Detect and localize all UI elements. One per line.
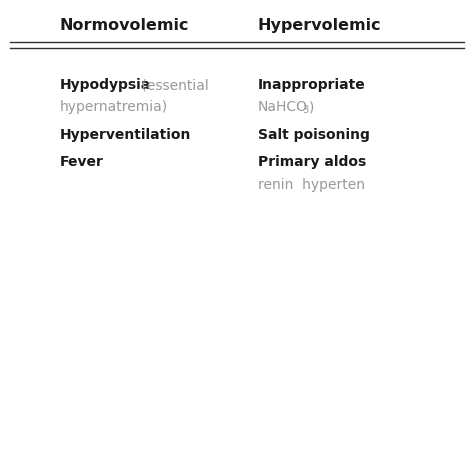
Text: ): )	[309, 100, 314, 114]
Text: Fever: Fever	[60, 155, 104, 169]
Text: Primary aldos: Primary aldos	[258, 155, 366, 169]
Text: Normovolemic: Normovolemic	[60, 18, 190, 33]
Text: Salt poisoning: Salt poisoning	[258, 128, 370, 142]
Text: NaHCO: NaHCO	[258, 100, 308, 114]
Text: Hypervolemic: Hypervolemic	[258, 18, 382, 33]
Text: (essential: (essential	[137, 78, 209, 92]
Text: hypernatremia): hypernatremia)	[60, 100, 168, 114]
Text: 3: 3	[302, 105, 308, 115]
Text: renin  hyperten: renin hyperten	[258, 178, 365, 192]
Text: Inappropriate: Inappropriate	[258, 78, 366, 92]
Text: Hypodypsia: Hypodypsia	[60, 78, 151, 92]
Text: Hyperventilation: Hyperventilation	[60, 128, 191, 142]
